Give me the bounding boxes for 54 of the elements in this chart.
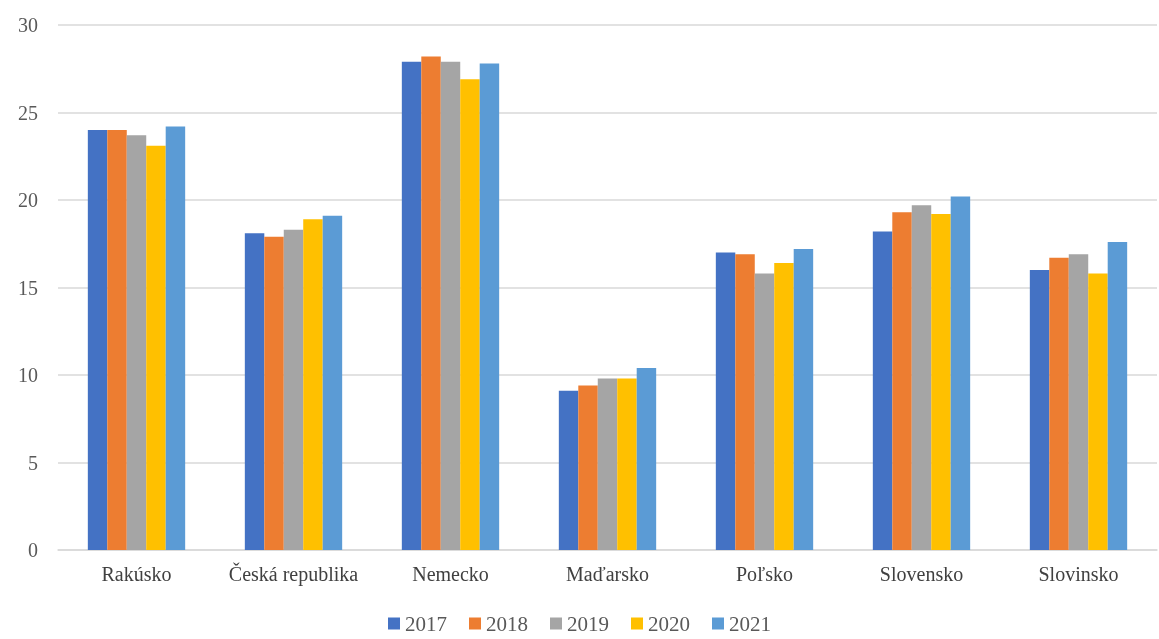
bar	[617, 378, 637, 550]
bar	[244, 233, 265, 550]
bar	[479, 63, 500, 550]
y-tick-label: 10	[18, 364, 38, 386]
bar	[1088, 273, 1108, 550]
bar	[715, 252, 736, 550]
x-tick-label: Slovensko	[879, 563, 964, 585]
y-tick-label: 5	[28, 451, 38, 474]
bar	[597, 378, 618, 550]
legend-label: 2019	[567, 611, 609, 636]
bar	[1029, 270, 1050, 550]
bar	[754, 273, 775, 550]
x-tick-label: Poľsko	[735, 563, 794, 585]
bar	[1049, 257, 1069, 550]
bar	[793, 249, 814, 550]
bar	[322, 215, 343, 550]
x-tick-label: Maďarsko	[566, 563, 649, 585]
x-tick-label: Česká republika	[228, 562, 359, 586]
bar	[636, 368, 657, 550]
bar	[401, 61, 422, 550]
bar	[303, 219, 323, 550]
bar	[283, 229, 304, 550]
y-tick-label: 30	[18, 14, 38, 36]
bar	[931, 214, 951, 550]
y-tick-label: 0	[28, 539, 38, 561]
bar	[558, 390, 579, 550]
bar	[911, 205, 932, 550]
bar	[1068, 254, 1089, 550]
legend-label: 2018	[486, 611, 528, 636]
bar	[146, 145, 166, 550]
bar	[460, 79, 480, 550]
bar	[872, 231, 893, 550]
y-tick-label: 15	[18, 276, 38, 299]
bar	[892, 212, 912, 550]
bar	[950, 196, 971, 550]
bar	[774, 263, 794, 550]
bar	[107, 130, 127, 550]
bar	[87, 130, 108, 550]
legend-label: 2020	[648, 611, 690, 636]
legend-label: 2017	[405, 611, 447, 636]
y-tick-label: 20	[18, 189, 38, 211]
legend-label: 2021	[729, 611, 771, 636]
x-tick-label: Nemecko	[412, 563, 489, 585]
bar	[165, 126, 186, 550]
bar	[264, 236, 284, 550]
bar	[126, 135, 147, 550]
y-tick-label: 25	[18, 101, 38, 124]
x-tick-label: Slovinsko	[1038, 563, 1119, 585]
bar	[578, 385, 598, 550]
bar	[735, 254, 755, 550]
x-tick-label: Rakúsko	[101, 563, 172, 585]
bar	[1107, 242, 1128, 550]
bar	[440, 61, 461, 550]
bar	[421, 56, 441, 550]
